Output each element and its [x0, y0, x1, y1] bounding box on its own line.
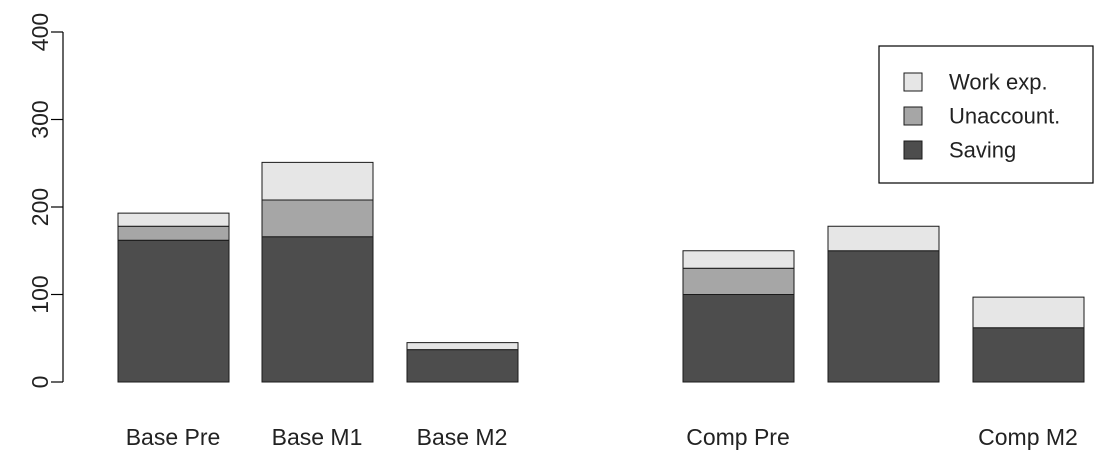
bar-segment-saving: [972, 327, 1085, 383]
bar-segment-saving: [682, 294, 795, 383]
bar-segment-work-exp: [682, 250, 795, 269]
legend-label: Saving: [949, 138, 1016, 163]
bar-stack: [117, 212, 230, 383]
bar-segment-unaccount: [682, 267, 795, 295]
category-labels: Base Pre Base M1 Base M2 Comp Pre Comp M2: [126, 424, 1078, 450]
legend-label: Work exp.: [949, 70, 1048, 95]
y-tick-label: 300: [27, 100, 53, 138]
category-label: Comp Pre: [686, 424, 790, 450]
category-label: Base M2: [417, 424, 508, 450]
y-tick-label: 100: [27, 275, 53, 313]
bar-segment-work-exp: [827, 225, 940, 252]
category-label: Base M1: [272, 424, 363, 450]
bar-segment-saving: [827, 250, 940, 383]
bars: [117, 161, 1085, 383]
bar-stack: [406, 342, 519, 383]
bar-segment-saving: [261, 236, 374, 383]
bar-segment-work-exp: [261, 161, 374, 201]
y-tick-label: 200: [27, 188, 53, 226]
bar-segment-unaccount: [117, 225, 230, 241]
legend-label: Unaccount.: [949, 104, 1060, 129]
bar-segment-saving: [117, 239, 230, 383]
bar-stack: [827, 225, 940, 383]
legend-swatch: [903, 140, 923, 160]
category-label: Base Pre: [126, 424, 221, 450]
bar-segment-work-exp: [117, 212, 230, 227]
bar-stack: [261, 161, 374, 383]
y-tick-label: 400: [27, 13, 53, 51]
bar-segment-saving: [406, 349, 519, 383]
bar-stack: [972, 296, 1085, 383]
bar-segment-unaccount: [261, 199, 374, 238]
category-label: Comp M2: [978, 424, 1078, 450]
legend: Work exp. Unaccount. Saving: [878, 45, 1094, 184]
bar-segment-work-exp: [972, 296, 1085, 329]
y-axis: 0 100 200 300 400: [27, 13, 64, 389]
bar-stack: [682, 250, 795, 383]
bar-segment-work-exp: [406, 342, 519, 351]
y-tick-label: 0: [27, 376, 53, 389]
legend-swatch: [903, 106, 923, 126]
legend-swatch: [903, 72, 923, 92]
